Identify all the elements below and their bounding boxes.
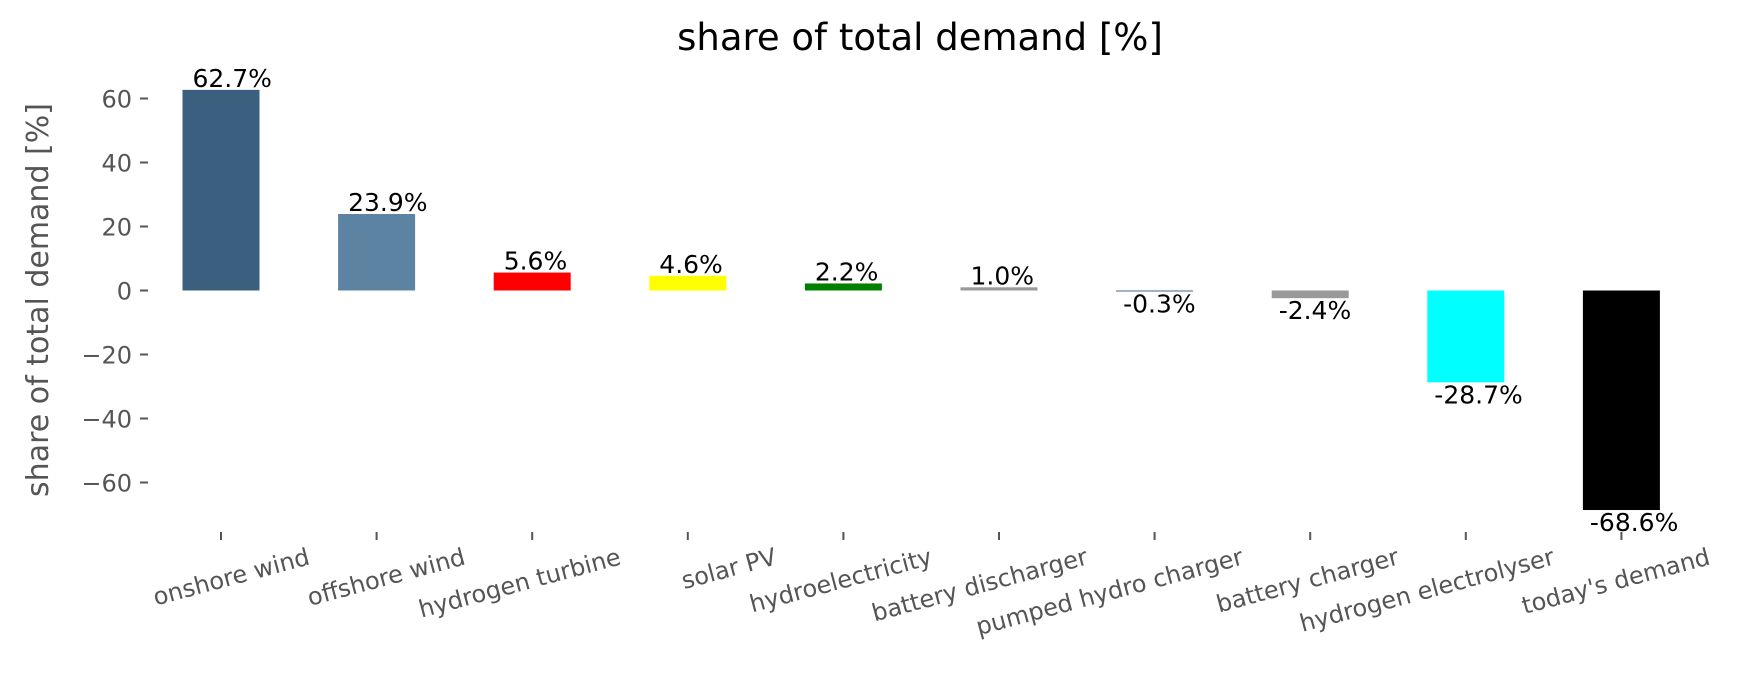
bar xyxy=(493,272,571,291)
y-tick-label: −20 xyxy=(81,342,132,370)
data-label: 23.9% xyxy=(348,188,427,217)
bar xyxy=(338,214,416,291)
y-tick-label: 20 xyxy=(101,214,132,242)
data-label: 4.6% xyxy=(659,250,723,279)
data-label: 62.7% xyxy=(193,64,272,93)
data-label: -28.7% xyxy=(1434,380,1522,409)
bars-group xyxy=(182,89,1660,511)
y-tick-label: 40 xyxy=(101,150,132,178)
bar xyxy=(804,283,882,291)
y-tick-label: −40 xyxy=(81,406,132,434)
data-label: -0.3% xyxy=(1123,289,1196,318)
data-label: 1.0% xyxy=(971,261,1035,290)
bar xyxy=(960,287,1038,291)
y-axis-label: share of total demand [%] xyxy=(21,103,56,497)
data-label: -2.4% xyxy=(1279,296,1352,325)
data-labels-group: 62.7% 23.9% 5.6% 4.6% 2.2% 1.0% -0.3% -2.4% -28.… xyxy=(193,64,1679,537)
x-tick-label: onshore wind xyxy=(150,543,313,612)
bar xyxy=(1116,290,1194,292)
y-tick-label: 0 xyxy=(117,278,132,306)
bar xyxy=(182,89,260,291)
chart-title: share of total demand [%] xyxy=(677,16,1163,59)
bar xyxy=(1582,290,1660,511)
data-label: 2.2% xyxy=(815,257,879,286)
data-label: -68.6% xyxy=(1590,508,1678,537)
y-tick-label: −60 xyxy=(81,470,132,498)
x-tick-label: hydrogen electrolyser xyxy=(1297,543,1558,638)
x-tick-label: pumped hydro charger xyxy=(973,543,1246,641)
bar xyxy=(1427,290,1505,383)
bar xyxy=(1271,290,1349,299)
bar xyxy=(649,275,727,291)
data-label: 5.6% xyxy=(504,247,568,276)
y-axis: 60 40 20 0 −20 −40 −60 xyxy=(81,86,148,498)
y-tick-label: 60 xyxy=(101,86,132,114)
